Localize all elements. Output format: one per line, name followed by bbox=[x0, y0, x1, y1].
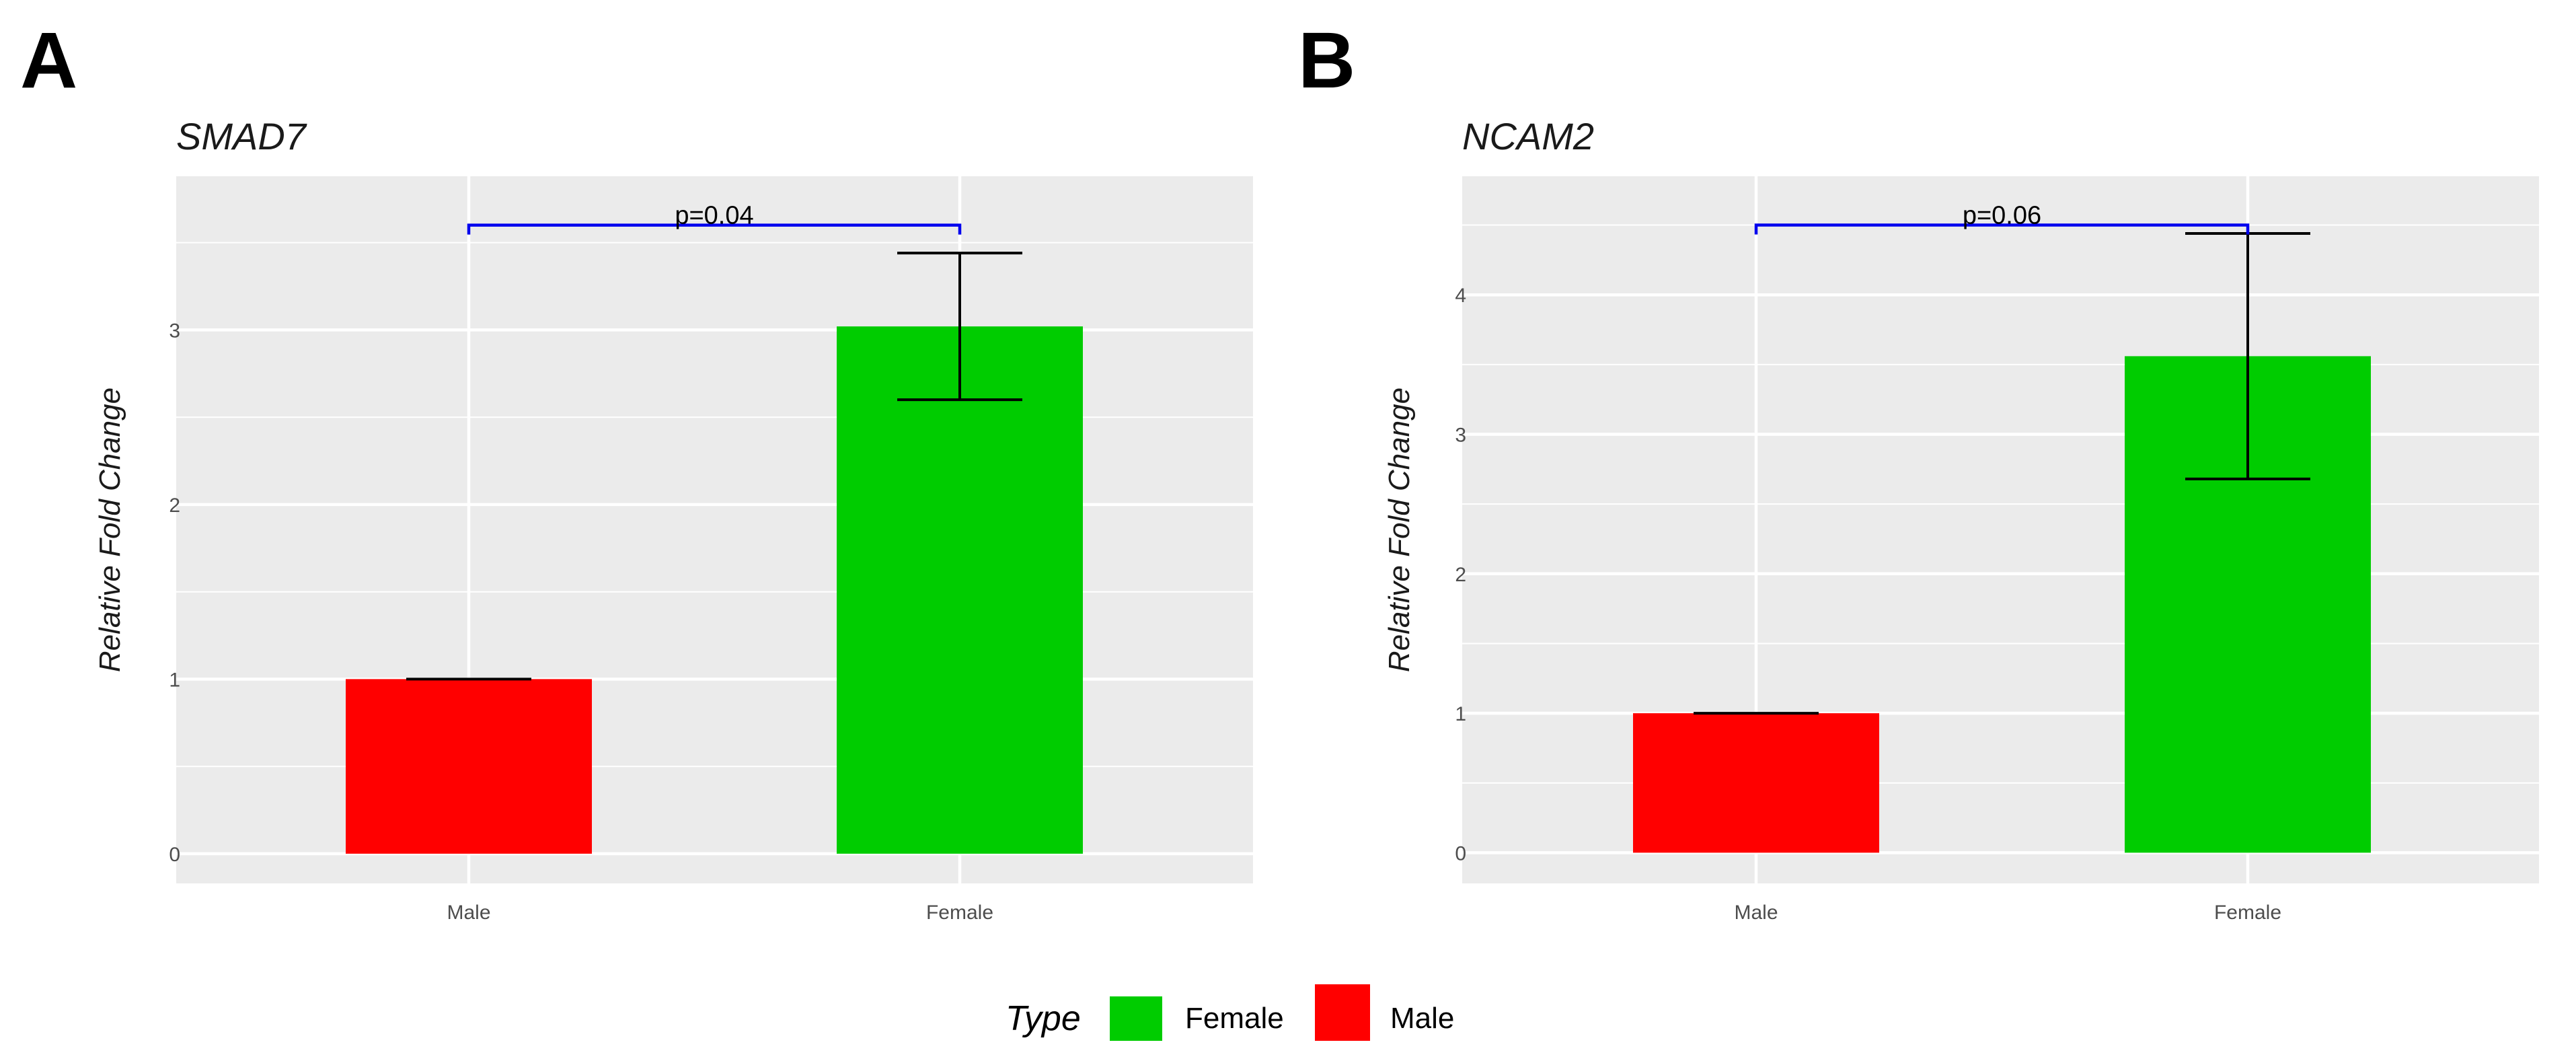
y-axis-label: Relative Fold Change bbox=[1383, 388, 1416, 672]
panel-a: A SMAD7 0 1 2 3 p=0.04 Male Female Relative Fold … bbox=[20, 16, 1253, 924]
panels: A SMAD7 0 1 2 3 p=0.04 Male Female Relative Fold … bbox=[20, 16, 2539, 924]
p-value-label: p=0.06 bbox=[1963, 202, 2041, 230]
bar-male bbox=[1633, 713, 1879, 853]
y-tick-label: 1 bbox=[1455, 703, 1466, 725]
y-tick-label: 0 bbox=[1455, 842, 1466, 865]
x-tick-label: Male bbox=[447, 902, 490, 924]
p-value-label: p=0.04 bbox=[675, 202, 753, 230]
panel-letter: B bbox=[1298, 16, 1355, 105]
x-tick-label: Female bbox=[926, 902, 993, 924]
y-tick-label: 2 bbox=[1455, 564, 1466, 586]
plot-background bbox=[176, 176, 1253, 883]
y-tick-label: 1 bbox=[169, 669, 180, 691]
legend-label-male: Male bbox=[1390, 1002, 1454, 1035]
y-tick-label: 2 bbox=[169, 495, 180, 517]
legend-title: Type bbox=[1006, 999, 1081, 1038]
bar-male bbox=[346, 679, 592, 854]
y-tick-label: 3 bbox=[1455, 425, 1466, 447]
legend-swatch-female bbox=[1110, 996, 1162, 1041]
chart-title: NCAM2 bbox=[1462, 115, 1594, 157]
significance-bracket bbox=[1754, 223, 2250, 235]
x-tick-label: Male bbox=[1734, 902, 1778, 924]
chart-title: SMAD7 bbox=[176, 115, 307, 157]
significance-bracket bbox=[467, 223, 962, 235]
y-tick-label: 4 bbox=[1455, 285, 1466, 307]
panel-b: B NCAM2 0 1 2 3 4 p=0.06 Male Female Relative Fold… bbox=[1298, 16, 2539, 924]
panel-letter: A bbox=[20, 16, 77, 105]
legend: Type Female Male bbox=[1006, 984, 1454, 1041]
y-axis-label: Relative Fold Change bbox=[93, 388, 126, 672]
legend-label-female: Female bbox=[1185, 1002, 1284, 1035]
x-tick-label: Female bbox=[2214, 902, 2281, 924]
bar-female bbox=[837, 326, 1083, 854]
y-tick-label: 0 bbox=[169, 844, 180, 866]
plot-background bbox=[1462, 176, 2539, 883]
legend-swatch-male bbox=[1315, 984, 1370, 1041]
y-tick-label: 3 bbox=[169, 320, 180, 342]
